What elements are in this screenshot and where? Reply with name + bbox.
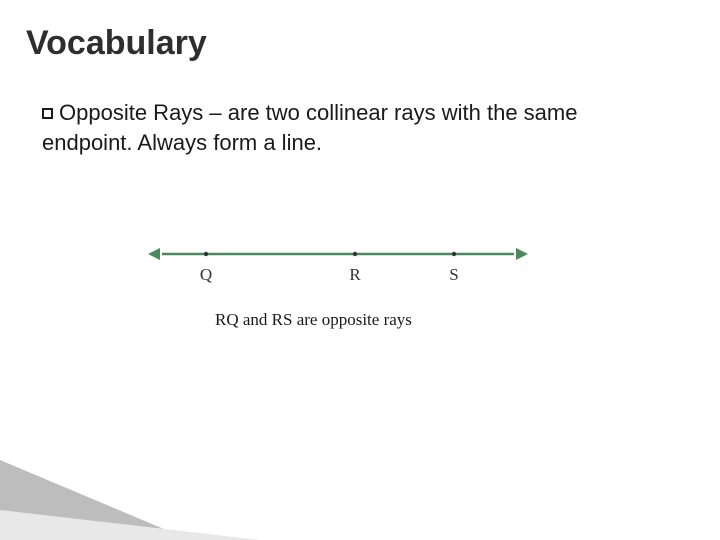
term-name: Opposite (59, 100, 147, 125)
definition-text: Opposite Rays – are two collinear rays w… (42, 98, 642, 157)
svg-text:Q: Q (200, 265, 212, 284)
slide-title: Vocabulary (26, 24, 207, 63)
ray-line-svg: Q R S (148, 234, 528, 294)
opposite-rays-diagram: Q R S (148, 234, 528, 299)
svg-text:S: S (449, 265, 458, 284)
svg-text:R: R (349, 265, 361, 284)
decor-poly-2 (0, 510, 260, 540)
diagram-caption: RQ and RS are opposite rays (215, 310, 412, 330)
corner-decor (0, 450, 300, 540)
bullet-icon (42, 108, 53, 119)
